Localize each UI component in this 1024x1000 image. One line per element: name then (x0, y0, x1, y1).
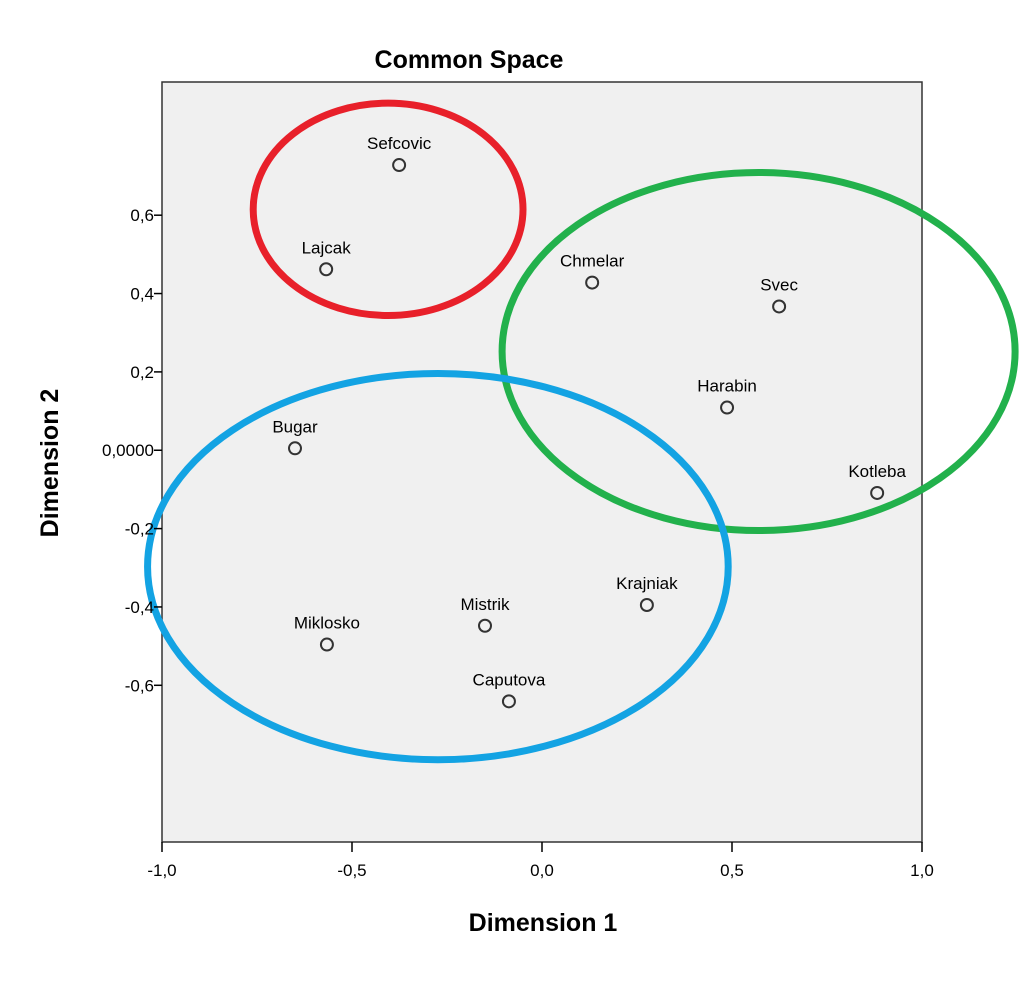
y-tick-label: 0,2 (130, 363, 154, 382)
point-label: Caputova (473, 670, 546, 689)
data-point (870, 485, 885, 500)
y-axis-title: Dimension 2 (36, 389, 64, 538)
point-label: Krajniak (616, 574, 678, 593)
y-tick-label: -0,4 (125, 598, 154, 617)
data-point (392, 158, 407, 173)
y-tick-label: -0,2 (125, 520, 154, 539)
data-point (720, 400, 735, 415)
data-point (288, 441, 302, 456)
point-label: Harabin (697, 377, 757, 396)
data-point (319, 262, 334, 277)
x-tick-label: -1,0 (147, 861, 176, 880)
point-label: Kotleba (848, 462, 906, 481)
x-tick-label: 0,0 (530, 861, 554, 880)
data-point (772, 299, 787, 314)
x-tick-label: 1,0 (910, 861, 934, 880)
data-point (501, 694, 516, 709)
point-label: Bugar (272, 417, 318, 436)
cluster-ellipse (498, 168, 1019, 535)
y-tick-label: 0,4 (130, 285, 154, 304)
y-tick-label: 0,6 (130, 206, 154, 225)
x-tick-label: -0,5 (337, 861, 366, 880)
cluster-ellipse (249, 99, 527, 319)
x-tick-label: 0,5 (720, 861, 744, 880)
cluster-ellipse (144, 369, 732, 764)
data-point (639, 597, 654, 612)
axes: -1,0 -0,5 0,0 0,5 1,0 0,6 0,4 0,2 0,0000 -0,2 -0,4… (102, 206, 934, 880)
x-axis-title: Dimension 1 (469, 909, 618, 937)
data-point (319, 637, 334, 652)
data-point (478, 618, 492, 633)
point-label: Svec (760, 275, 798, 294)
point-label: Sefcovic (367, 134, 432, 153)
point-label: Chmelar (560, 252, 625, 271)
plot-area (161, 81, 923, 843)
y-tick-label: -0,6 (125, 676, 154, 695)
point-label: Miklosko (294, 614, 360, 633)
chart-title: Common Space (375, 46, 564, 74)
y-tick-label: 0,0000 (102, 441, 154, 460)
data-point (585, 275, 600, 290)
cluster-group (144, 99, 1019, 764)
data-points: Sefcovic Lajcak Chmelar Svec Harabin Kotleba B… (272, 134, 907, 709)
point-label: Lajcak (302, 238, 352, 257)
point-label: Mistrik (460, 595, 510, 614)
